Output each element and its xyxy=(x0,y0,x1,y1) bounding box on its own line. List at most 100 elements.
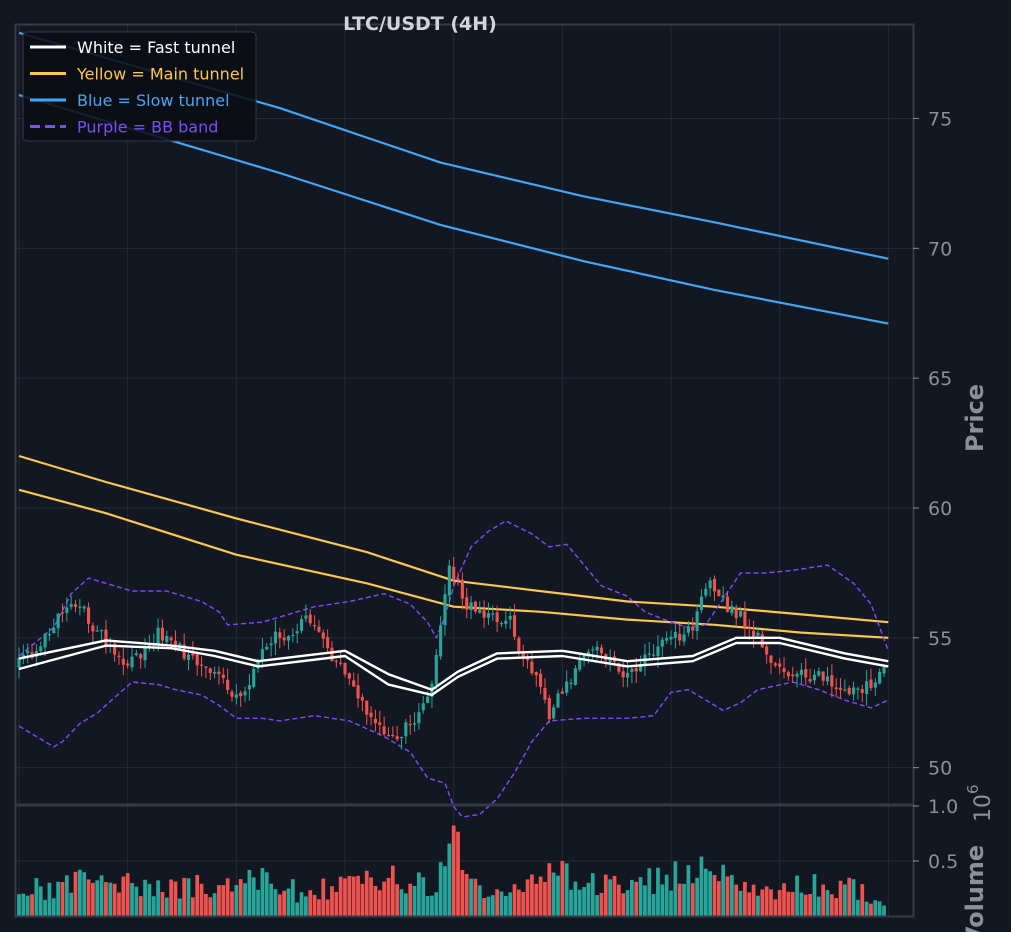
volume-bar xyxy=(282,890,287,916)
volume-bar xyxy=(851,879,856,916)
candle-body xyxy=(439,625,443,657)
volume-bar xyxy=(634,881,639,916)
volume-bar xyxy=(273,889,278,916)
volume-bar xyxy=(482,898,486,916)
candle-body xyxy=(469,602,473,610)
volume-bar xyxy=(134,886,139,916)
volume-bar xyxy=(612,876,617,916)
volume-bar xyxy=(95,880,100,916)
candle-body xyxy=(221,674,225,679)
fast-tunnel-upper xyxy=(18,636,889,691)
candle-body xyxy=(56,613,60,629)
candle-body xyxy=(452,566,456,581)
volume-bar xyxy=(73,871,78,916)
candle-body xyxy=(556,693,560,708)
volume-bar xyxy=(651,893,656,916)
candle-body xyxy=(43,633,47,648)
candle-body xyxy=(708,580,712,589)
volume-bar xyxy=(686,865,691,916)
volume-bar xyxy=(795,875,799,916)
volume-bar xyxy=(173,881,178,916)
candle-body xyxy=(304,615,308,619)
volume-bar xyxy=(382,881,386,916)
volume-bar xyxy=(225,878,230,916)
volume-panel xyxy=(17,825,886,916)
volume-bar xyxy=(138,896,143,916)
candle-body xyxy=(239,692,243,697)
candle-body xyxy=(334,660,338,662)
candle-body xyxy=(660,639,664,647)
volume-bar xyxy=(430,895,434,916)
candle-body xyxy=(482,610,486,618)
volume-bar xyxy=(221,885,226,916)
volume-bar xyxy=(199,883,204,916)
volume-bar xyxy=(56,881,60,916)
candle-body xyxy=(256,660,260,669)
volume-bar xyxy=(616,884,621,916)
bb-band-lower xyxy=(18,681,889,818)
candle-body xyxy=(330,647,334,662)
volume-bar xyxy=(21,893,26,916)
candle-body xyxy=(512,615,517,637)
volume-bar xyxy=(843,884,847,916)
legend-label: Blue = Slow tunnel xyxy=(77,91,230,110)
volume-bar xyxy=(864,901,869,916)
volume-bar xyxy=(569,889,573,916)
candle-body xyxy=(747,627,751,630)
volume-tick-label: 1.0 xyxy=(928,796,958,818)
candle-body xyxy=(517,637,521,652)
candle-body xyxy=(834,687,838,690)
volume-bar xyxy=(160,891,165,916)
volume-bar xyxy=(677,883,682,916)
candle-body xyxy=(878,671,882,684)
volume-bar xyxy=(91,882,95,916)
volume-bar xyxy=(608,879,613,916)
candle-body xyxy=(78,606,82,608)
volume-bar xyxy=(338,876,343,916)
candle-body xyxy=(539,673,543,687)
candle-body xyxy=(695,611,699,632)
candle-body xyxy=(625,672,630,678)
volume-bar xyxy=(121,876,126,916)
candle-body xyxy=(100,629,104,632)
candle-body xyxy=(52,627,56,634)
volume-bar xyxy=(712,875,717,916)
volume-bar xyxy=(856,899,860,916)
candle-body xyxy=(143,647,147,661)
candle-body xyxy=(200,664,204,666)
volume-bar xyxy=(377,890,382,916)
volume-bar xyxy=(625,890,630,916)
volume-bar xyxy=(773,899,778,916)
candle-body xyxy=(730,605,734,614)
volume-bar xyxy=(760,889,765,916)
volume-bar xyxy=(30,894,34,916)
price-tick-label: 60 xyxy=(928,498,952,520)
candle-body xyxy=(595,646,599,651)
volume-bar xyxy=(208,897,213,916)
candle-body xyxy=(260,649,264,660)
candle-body xyxy=(234,694,238,698)
candle-body xyxy=(456,578,460,581)
candle-body xyxy=(669,636,673,640)
candle-body xyxy=(752,630,756,637)
candle-body xyxy=(560,691,564,694)
candle-body xyxy=(460,579,464,599)
candle-body xyxy=(873,682,877,688)
candle-body xyxy=(721,595,725,598)
volume-bar xyxy=(130,883,134,916)
volume-bar xyxy=(782,883,786,916)
candle-body xyxy=(639,663,643,672)
volume-bar xyxy=(308,890,313,916)
volume-bar xyxy=(877,901,882,916)
candle-body xyxy=(169,637,173,641)
volume-bar xyxy=(169,879,173,916)
candle-body xyxy=(47,633,51,636)
candle-body xyxy=(578,659,582,670)
candle-body xyxy=(417,712,421,724)
candle-body xyxy=(678,633,682,641)
candle-body xyxy=(543,687,547,700)
volume-bar xyxy=(690,883,695,916)
volume-bar xyxy=(786,891,791,916)
